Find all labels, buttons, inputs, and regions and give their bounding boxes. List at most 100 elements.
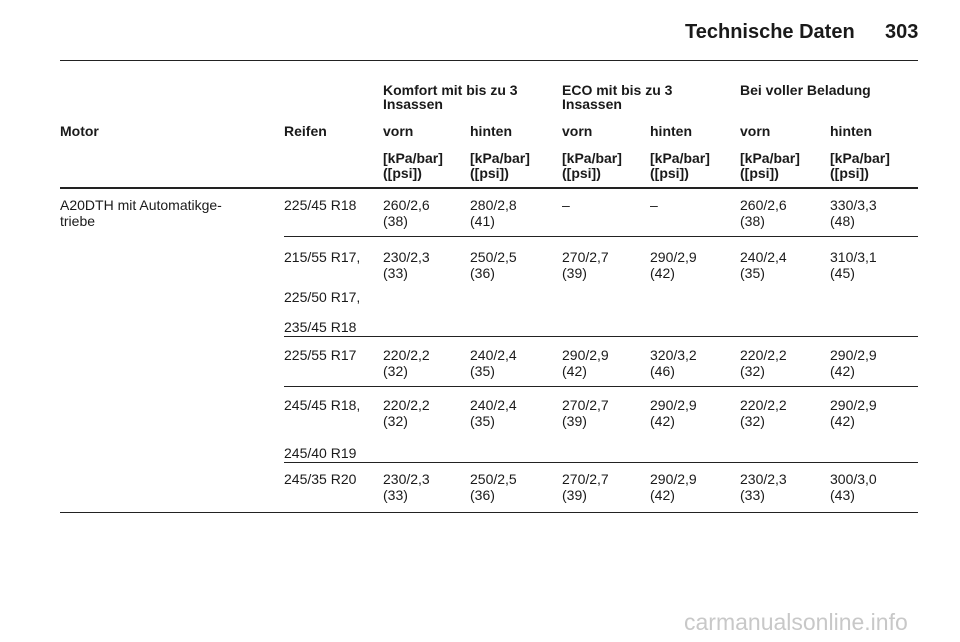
pressure-cell: (36) [470, 265, 495, 281]
row-rule [284, 386, 918, 387]
pressure-cell: 220/2,2 [740, 347, 787, 363]
pressure-cell: 300/3,0 [830, 471, 877, 487]
column-header: Motor [60, 123, 99, 139]
row-rule [284, 462, 918, 463]
pressure-cell: (35) [470, 363, 495, 379]
pressure-cell: 240/2,4 [470, 397, 517, 413]
pressure-cell: – [562, 197, 570, 213]
unit-header: ([psi]) [383, 165, 422, 181]
pressure-cell: 290/2,9 [650, 471, 697, 487]
pressure-cell: 220/2,2 [740, 397, 787, 413]
pressure-cell: (38) [383, 213, 408, 229]
unit-header: ([psi]) [830, 165, 869, 181]
tire-cell: 245/40 R19 [284, 445, 357, 461]
pressure-cell: 220/2,2 [383, 397, 430, 413]
pressure-cell: 220/2,2 [383, 347, 430, 363]
watermark: carmanualsonline.info [684, 609, 908, 635]
pressure-cell: (33) [740, 487, 765, 503]
motor-cell: A20DTH mit Automatikge- [60, 197, 222, 213]
pressure-cell: (32) [740, 363, 765, 379]
unit-header: ([psi]) [650, 165, 689, 181]
pressure-cell: 290/2,9 [562, 347, 609, 363]
pressure-cell: (35) [470, 413, 495, 429]
group-header: Insassen [562, 96, 622, 112]
pressure-cell: 270/2,7 [562, 471, 609, 487]
tire-cell: 215/55 R17, [284, 249, 361, 265]
pressure-cell: 320/3,2 [650, 347, 697, 363]
unit-header: ([psi]) [562, 165, 601, 181]
pressure-cell: 290/2,9 [830, 397, 877, 413]
pressure-cell: 240/2,4 [470, 347, 517, 363]
pressure-cell: 330/3,3 [830, 197, 877, 213]
column-header: hinten [650, 123, 692, 139]
pressure-cell: (38) [740, 213, 765, 229]
unit-header: [kPa/bar] [830, 150, 890, 166]
pressure-cell: (39) [562, 487, 587, 503]
tire-cell: 245/35 R20 [284, 471, 357, 487]
row-rule [284, 336, 918, 337]
pressure-cell: (46) [650, 363, 675, 379]
tire-cell: 245/45 R18, [284, 397, 361, 413]
column-header: vorn [383, 123, 414, 139]
tire-cell: 235/45 R18 [284, 319, 357, 335]
pressure-cell: (45) [830, 265, 855, 281]
pressure-cell: – [650, 197, 658, 213]
header-rule [60, 187, 918, 189]
unit-header: [kPa/bar] [650, 150, 710, 166]
pressure-cell: (39) [562, 265, 587, 281]
group-header: ECO mit bis zu 3 [562, 82, 673, 98]
pressure-cell: 260/2,6 [740, 197, 787, 213]
row-rule [284, 236, 918, 237]
group-header: Komfort mit bis zu 3 [383, 82, 518, 98]
pressure-cell: (41) [470, 213, 495, 229]
pressure-cell: (42) [830, 413, 855, 429]
pressure-cell: 250/2,5 [470, 249, 517, 265]
pressure-cell: 270/2,7 [562, 249, 609, 265]
column-header: vorn [562, 123, 593, 139]
pressure-cell: 250/2,5 [470, 471, 517, 487]
pressure-cell: 290/2,9 [650, 397, 697, 413]
pressure-cell: 290/2,9 [830, 347, 877, 363]
pressure-cell: (42) [650, 413, 675, 429]
unit-header: ([psi]) [470, 165, 509, 181]
pressure-cell: (48) [830, 213, 855, 229]
pressure-cell: 310/3,1 [830, 249, 877, 265]
column-header: hinten [470, 123, 512, 139]
pressure-cell: 240/2,4 [740, 249, 787, 265]
pressure-cell: 230/2,3 [740, 471, 787, 487]
pressure-cell: (42) [830, 363, 855, 379]
unit-header: ([psi]) [740, 165, 779, 181]
pressure-cell: (42) [650, 487, 675, 503]
pressure-cell: (33) [383, 487, 408, 503]
unit-header: [kPa/bar] [470, 150, 530, 166]
row-rule [60, 512, 918, 513]
column-header: vorn [740, 123, 771, 139]
pressure-cell: 280/2,8 [470, 197, 517, 213]
pressure-cell: (43) [830, 487, 855, 503]
pressure-cell: 230/2,3 [383, 471, 430, 487]
column-header: Reifen [284, 123, 327, 139]
tire-cell: 225/50 R17, [284, 289, 361, 305]
pressure-cell: (39) [562, 413, 587, 429]
pressure-cell: 230/2,3 [383, 249, 430, 265]
pressure-cell: (33) [383, 265, 408, 281]
tire-cell: 225/55 R17 [284, 347, 357, 363]
pressure-cell: (42) [650, 265, 675, 281]
rule [60, 60, 918, 61]
group-header: Bei voller Beladung [740, 82, 871, 98]
pressure-cell: (35) [740, 265, 765, 281]
group-header: Insassen [383, 96, 443, 112]
page-title: Technische Daten [685, 21, 855, 43]
tire-cell: 225/45 R18 [284, 197, 357, 213]
pressure-cell: (36) [470, 487, 495, 503]
pressure-cell: (32) [383, 363, 408, 379]
column-header: hinten [830, 123, 872, 139]
unit-header: [kPa/bar] [383, 150, 443, 166]
motor-cell: triebe [60, 213, 96, 229]
page-number: 303 [885, 21, 919, 43]
pressure-cell: 260/2,6 [383, 197, 430, 213]
unit-header: [kPa/bar] [562, 150, 622, 166]
pressure-cell: 270/2,7 [562, 397, 609, 413]
pressure-cell: 290/2,9 [650, 249, 697, 265]
